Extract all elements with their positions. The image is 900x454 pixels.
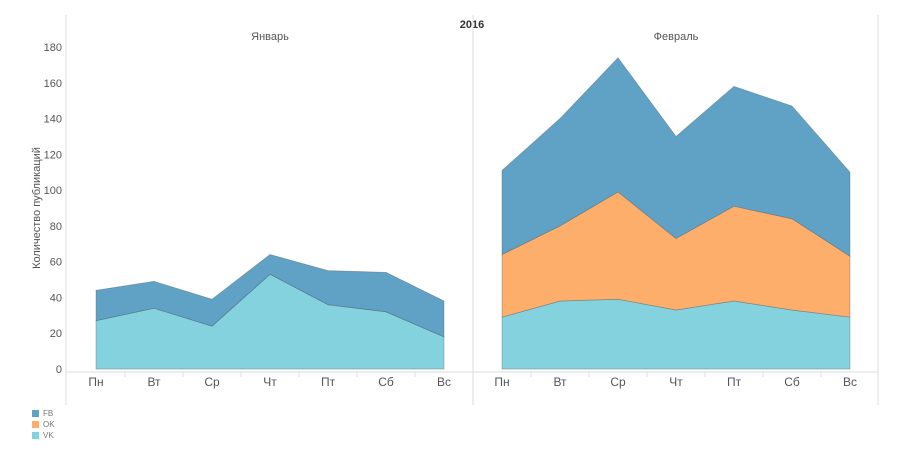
x-tick-label: Пн (88, 375, 103, 389)
x-tick-label: Ср (610, 375, 626, 389)
x-tick-label: Вс (437, 375, 451, 389)
y-axis-label: Количество публикаций (31, 147, 43, 269)
y-tick-label: 20 (50, 328, 62, 340)
x-tick-label: Чт (669, 375, 683, 389)
y-tick-label: 40 (50, 292, 62, 304)
y-tick-label: 0 (56, 364, 62, 376)
legend-label-vk: VK (43, 431, 54, 440)
x-tick-label: Пт (321, 375, 336, 389)
chart-title: 2016 (460, 19, 484, 31)
y-tick-label: 120 (44, 149, 62, 161)
y-tick-label: 160 (44, 78, 62, 90)
x-tick-label: Чт (263, 375, 277, 389)
x-tick-label: Вт (147, 375, 161, 389)
legend-item-vk[interactable]: VK (32, 430, 55, 441)
panel-title-january: Январь (251, 31, 289, 43)
area-fb-january (95, 254, 445, 338)
legend-swatch-vk (32, 432, 39, 439)
legend-label-ok: OK (43, 420, 55, 429)
x-tick-label: Вт (553, 375, 567, 389)
y-tick-label: 80 (50, 221, 62, 233)
legend-item-fb[interactable]: FB (32, 408, 55, 419)
x-tick-label: Сб (378, 375, 394, 389)
legend-swatch-ok (32, 421, 39, 428)
x-tick-label: Ср (204, 375, 220, 389)
legend-label-fb: FB (43, 409, 54, 418)
y-tick-label: 180 (44, 42, 62, 54)
x-tick-label: Вс (843, 375, 857, 389)
x-tick-label: Пн (494, 375, 509, 389)
y-tick-label: 140 (44, 114, 62, 126)
y-tick-label: 100 (44, 185, 62, 197)
x-tick-label: Пт (727, 375, 742, 389)
x-tick-label: Сб (784, 375, 800, 389)
legend: FB OK VK (32, 408, 55, 441)
legend-swatch-fb (32, 410, 39, 417)
panel-title-february: Февраль (654, 31, 699, 43)
legend-item-ok[interactable]: OK (32, 419, 55, 430)
y-tick-label: 60 (50, 257, 62, 269)
area-fb-february (501, 57, 851, 257)
